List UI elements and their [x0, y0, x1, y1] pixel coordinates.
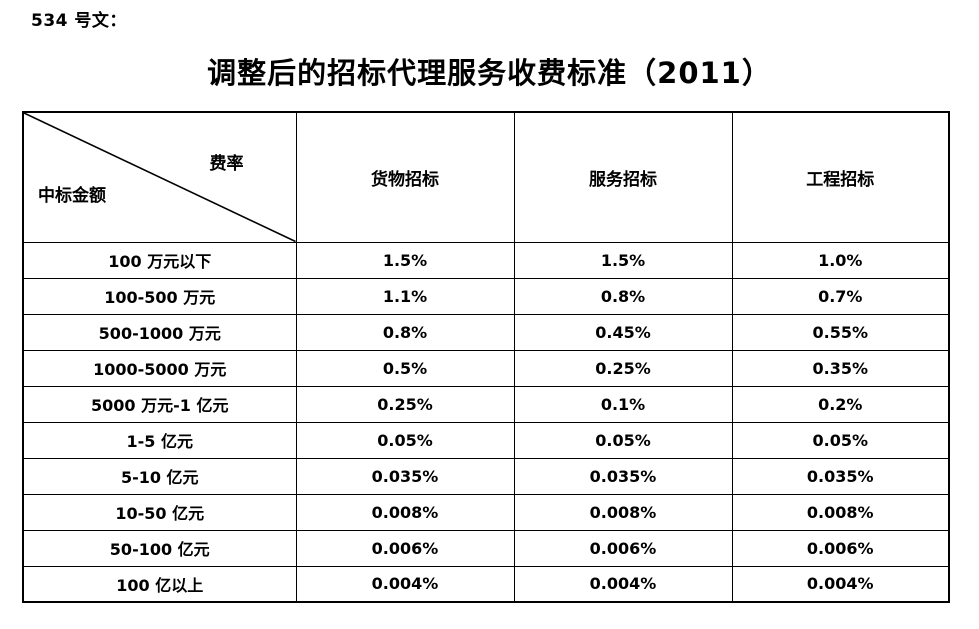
table-row: 10-50 亿元 0.008% 0.008% 0.008% — [22, 493, 950, 531]
rate-cell: 0.006% — [295, 529, 515, 567]
table-row: 1-5 亿元 0.05% 0.05% 0.05% — [22, 421, 950, 459]
rate-cell: 1.5% — [295, 241, 515, 279]
rate-cell: 0.25% — [295, 385, 515, 423]
rate-cell: 0.035% — [295, 457, 515, 495]
corner-label-amount: 中标金额 — [38, 186, 106, 206]
rate-cell: 0.2% — [731, 385, 950, 423]
corner-header-cell: 费率 中标金额 — [22, 111, 297, 243]
rate-cell: 0.45% — [513, 313, 733, 351]
table-row: 100 万元以下 1.5% 1.5% 1.0% — [22, 241, 950, 279]
row-label: 100 亿以上 — [22, 565, 297, 603]
fee-table: 费率 中标金额 货物招标 服务招标 工程招标 100 万元以下 1.5% 1.5% 1… — [22, 111, 950, 603]
rate-cell: 0.006% — [731, 529, 950, 567]
rate-cell: 0.004% — [731, 565, 950, 603]
rate-cell: 0.7% — [731, 277, 950, 315]
column-header-goods: 货物招标 — [295, 111, 515, 243]
rate-cell: 0.05% — [513, 421, 733, 459]
rate-cell: 0.05% — [731, 421, 950, 459]
column-header-engineering: 工程招标 — [731, 111, 950, 243]
row-label: 5-10 亿元 — [22, 457, 297, 495]
rate-cell: 0.55% — [731, 313, 950, 351]
rate-cell: 0.006% — [513, 529, 733, 567]
row-label: 10-50 亿元 — [22, 493, 297, 531]
rate-cell: 0.008% — [513, 493, 733, 531]
rate-cell: 0.004% — [513, 565, 733, 603]
rate-cell: 0.25% — [513, 349, 733, 387]
rate-cell: 0.05% — [295, 421, 515, 459]
rate-cell: 0.008% — [295, 493, 515, 531]
rate-cell: 0.008% — [731, 493, 950, 531]
diagonal-divider-line — [24, 113, 296, 242]
table-row: 100 亿以上 0.004% 0.004% 0.004% — [22, 565, 950, 603]
column-header-services: 服务招标 — [513, 111, 733, 243]
rate-cell: 1.0% — [731, 241, 950, 279]
row-label: 1-5 亿元 — [22, 421, 297, 459]
doc-reference: 534 号文： — [31, 11, 127, 31]
header-row: 费率 中标金额 货物招标 服务招标 工程招标 — [22, 111, 950, 243]
rate-cell: 1.1% — [295, 277, 515, 315]
table-row: 100-500 万元 1.1% 0.8% 0.7% — [22, 277, 950, 315]
row-label: 50-100 亿元 — [22, 529, 297, 567]
rate-cell: 1.5% — [513, 241, 733, 279]
table-row: 1000-5000 万元 0.5% 0.25% 0.35% — [22, 349, 950, 387]
row-label: 100 万元以下 — [22, 241, 297, 279]
rate-cell: 0.5% — [295, 349, 515, 387]
table-row: 5000 万元-1 亿元 0.25% 0.1% 0.2% — [22, 385, 950, 423]
rate-cell: 0.004% — [295, 565, 515, 603]
page-title: 调整后的招标代理服务收费标准（2011） — [207, 56, 772, 90]
row-label: 500-1000 万元 — [22, 313, 297, 351]
rate-cell: 0.8% — [513, 277, 733, 315]
row-label: 100-500 万元 — [22, 277, 297, 315]
corner-label-rate: 费率 — [209, 154, 244, 174]
row-label: 1000-5000 万元 — [22, 349, 297, 387]
rate-cell: 0.035% — [731, 457, 950, 495]
rate-cell: 0.035% — [513, 457, 733, 495]
table-row: 500-1000 万元 0.8% 0.45% 0.55% — [22, 313, 950, 351]
rate-cell: 0.35% — [731, 349, 950, 387]
row-label: 5000 万元-1 亿元 — [22, 385, 297, 423]
rate-cell: 0.8% — [295, 313, 515, 351]
rate-cell: 0.1% — [513, 385, 733, 423]
table-row: 5-10 亿元 0.035% 0.035% 0.035% — [22, 457, 950, 495]
table-row: 50-100 亿元 0.006% 0.006% 0.006% — [22, 529, 950, 567]
